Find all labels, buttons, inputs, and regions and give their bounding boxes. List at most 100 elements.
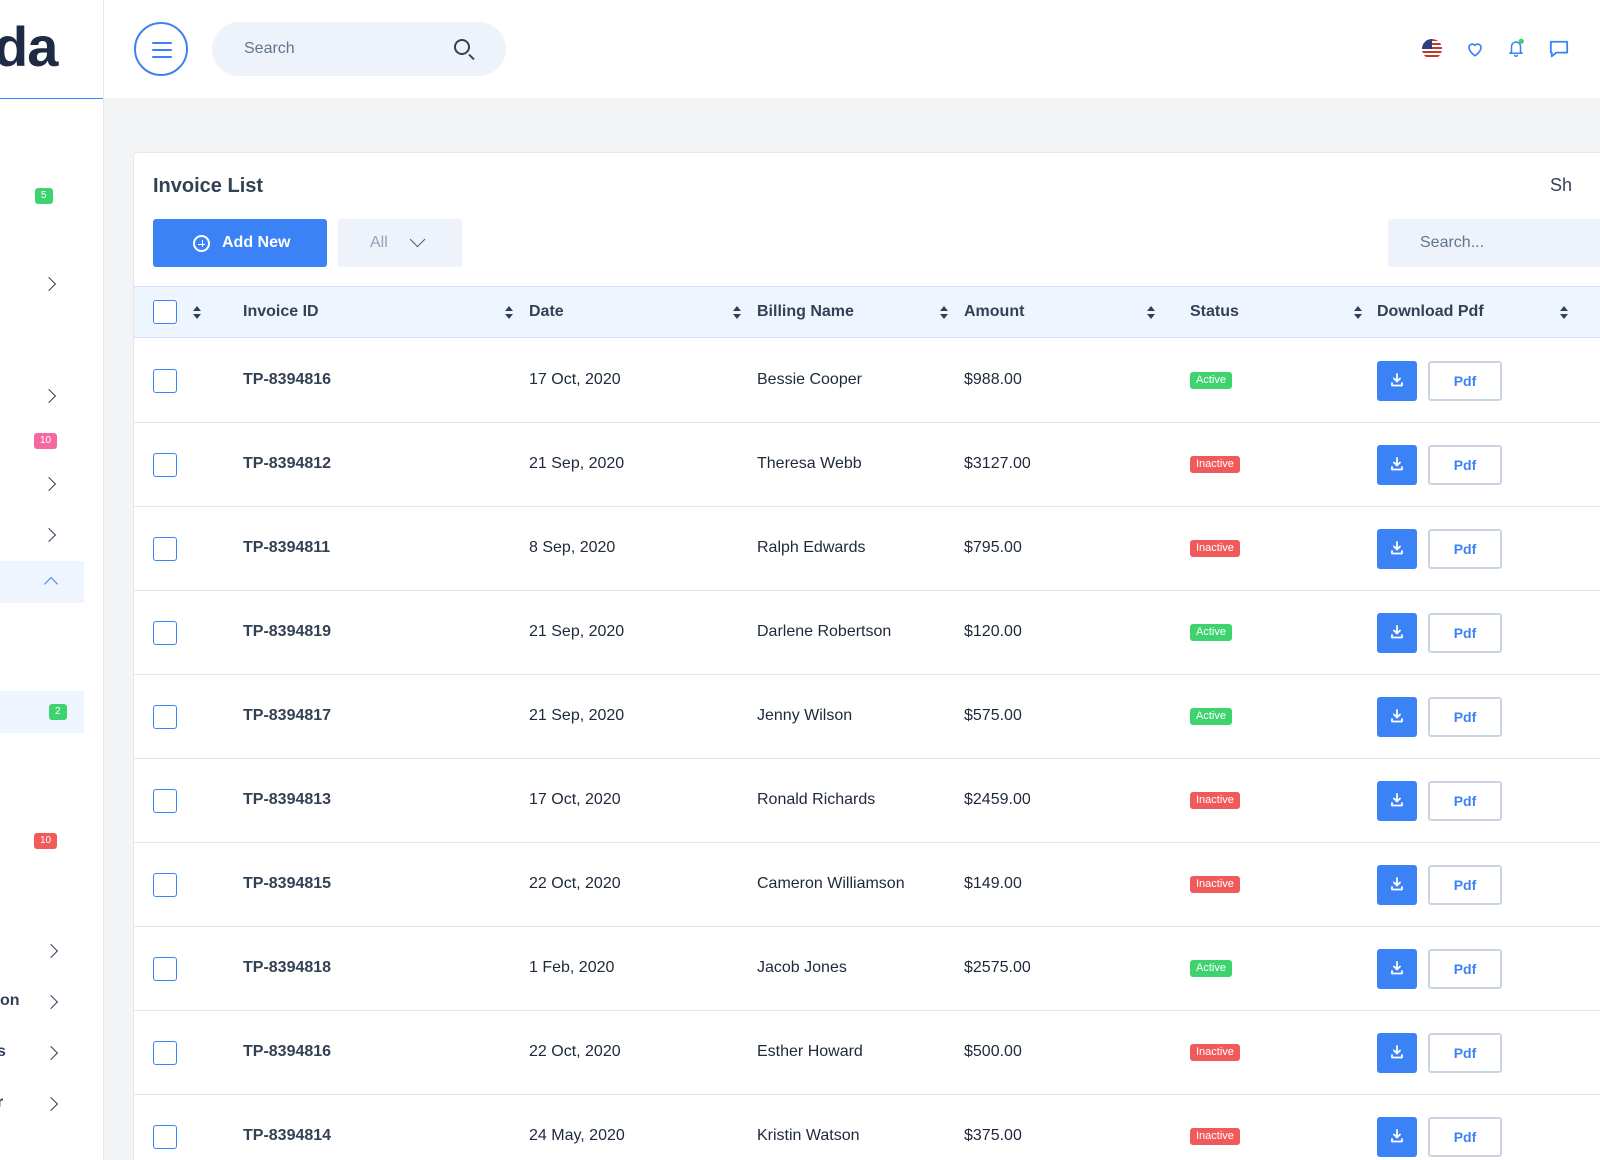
invoice-id[interactable]: TP-8394816 bbox=[243, 371, 332, 388]
row-checkbox[interactable] bbox=[153, 453, 177, 477]
column-header-billing-name[interactable]: Billing Name bbox=[757, 303, 854, 320]
download-button[interactable] bbox=[1377, 613, 1417, 653]
row-checkbox[interactable] bbox=[153, 369, 177, 393]
pdf-button[interactable]: Pdf bbox=[1428, 361, 1502, 401]
invoice-id[interactable]: TP-8394813 bbox=[243, 791, 332, 808]
sort-icon[interactable] bbox=[193, 306, 201, 319]
sidebar-item[interactable] bbox=[0, 263, 84, 305]
chevron-right-icon bbox=[41, 388, 57, 404]
sort-icon[interactable] bbox=[733, 306, 741, 319]
row-checkbox[interactable] bbox=[153, 537, 177, 561]
sidebar: da 5 10 2 10 on s r bbox=[0, 0, 104, 1160]
table-search-input[interactable]: Search... bbox=[1388, 219, 1600, 267]
bell-icon[interactable] bbox=[1507, 38, 1525, 58]
sidebar-item[interactable] bbox=[0, 463, 84, 505]
row-checkbox[interactable] bbox=[153, 705, 177, 729]
download-button[interactable] bbox=[1377, 361, 1417, 401]
row-checkbox[interactable] bbox=[153, 789, 177, 813]
table-row: TP-8394816 17 Oct, 2020 Bessie Cooper $988.… bbox=[134, 339, 1600, 423]
sidebar-item[interactable] bbox=[0, 514, 84, 556]
invoice-date: 22 Oct, 2020 bbox=[529, 1043, 621, 1060]
column-header-download-pdf[interactable]: Download Pdf bbox=[1377, 303, 1484, 320]
invoice-id[interactable]: TP-8394816 bbox=[243, 1043, 332, 1060]
row-checkbox[interactable] bbox=[153, 621, 177, 645]
sidebar-item[interactable]: r bbox=[0, 1083, 84, 1125]
global-search-input[interactable]: Search bbox=[212, 22, 506, 76]
invoice-amount: $988.00 bbox=[964, 371, 1022, 388]
invoice-id[interactable]: TP-8394817 bbox=[243, 707, 332, 724]
table-header: Invoice ID Date Billing Name Amount Stat… bbox=[134, 286, 1600, 338]
us-flag-icon[interactable] bbox=[1422, 39, 1442, 59]
status-filter-select[interactable]: All bbox=[338, 219, 462, 267]
invoice-date: 21 Sep, 2020 bbox=[529, 623, 625, 640]
sidebar-item[interactable] bbox=[0, 375, 84, 417]
brand-logo[interactable]: da bbox=[0, 15, 58, 78]
status-badge: Inactive bbox=[1190, 792, 1240, 809]
download-button[interactable] bbox=[1377, 529, 1417, 569]
sidebar-item-label: r bbox=[0, 1094, 3, 1112]
pdf-button[interactable]: Pdf bbox=[1428, 697, 1502, 737]
chevron-right-icon bbox=[43, 1096, 59, 1112]
download-button[interactable] bbox=[1377, 445, 1417, 485]
row-checkbox[interactable] bbox=[153, 1041, 177, 1065]
chat-icon[interactable] bbox=[1548, 39, 1570, 59]
column-header-status[interactable]: Status bbox=[1190, 303, 1239, 320]
download-button[interactable] bbox=[1377, 865, 1417, 905]
table-row: TP-8394813 17 Oct, 2020 Ronald Richards $24… bbox=[134, 759, 1600, 843]
card-title: Invoice List bbox=[153, 175, 264, 197]
download-button[interactable] bbox=[1377, 949, 1417, 989]
chevron-right-icon bbox=[41, 476, 57, 492]
column-header-invoice-id[interactable]: Invoice ID bbox=[243, 303, 319, 320]
heart-icon[interactable] bbox=[1466, 40, 1484, 58]
invoice-id[interactable]: TP-8394818 bbox=[243, 959, 332, 976]
pdf-button[interactable]: Pdf bbox=[1428, 529, 1502, 569]
invoice-id[interactable]: TP-8394819 bbox=[243, 623, 332, 640]
topbar: Search bbox=[104, 0, 1600, 98]
download-button[interactable] bbox=[1377, 781, 1417, 821]
download-button[interactable] bbox=[1377, 1117, 1417, 1157]
select-all-checkbox[interactable] bbox=[153, 300, 177, 324]
pdf-button[interactable]: Pdf bbox=[1428, 865, 1502, 905]
menu-toggle-button[interactable] bbox=[134, 22, 188, 76]
sidebar-item[interactable]: s bbox=[0, 1032, 84, 1074]
sort-icon[interactable] bbox=[505, 306, 513, 319]
card-header-label[interactable]: Sh bbox=[1550, 175, 1573, 195]
row-checkbox[interactable] bbox=[153, 957, 177, 981]
billing-name: Kristin Watson bbox=[757, 1127, 860, 1144]
invoice-id[interactable]: TP-8394814 bbox=[243, 1127, 332, 1144]
sort-icon[interactable] bbox=[1354, 306, 1362, 319]
column-header-date[interactable]: Date bbox=[529, 303, 564, 320]
row-checkbox[interactable] bbox=[153, 1125, 177, 1149]
sort-icon[interactable] bbox=[1147, 306, 1155, 319]
pdf-button[interactable]: Pdf bbox=[1428, 949, 1502, 989]
invoice-amount: $120.00 bbox=[964, 623, 1022, 640]
pdf-button[interactable]: Pdf bbox=[1428, 445, 1502, 485]
invoice-date: 8 Sep, 2020 bbox=[529, 539, 616, 556]
pdf-button[interactable]: Pdf bbox=[1428, 1117, 1502, 1157]
pdf-button[interactable]: Pdf bbox=[1428, 1033, 1502, 1073]
download-button[interactable] bbox=[1377, 697, 1417, 737]
invoice-id[interactable]: TP-8394811 bbox=[243, 539, 331, 556]
search-icon[interactable] bbox=[454, 39, 470, 55]
add-new-button[interactable]: Add New bbox=[153, 219, 327, 267]
invoice-id[interactable]: TP-8394815 bbox=[243, 875, 332, 892]
sort-icon[interactable] bbox=[1560, 306, 1568, 319]
sort-icon[interactable] bbox=[940, 306, 948, 319]
billing-name: Ralph Edwards bbox=[757, 539, 866, 556]
invoice-id[interactable]: TP-8394812 bbox=[243, 455, 332, 472]
column-header-amount[interactable]: Amount bbox=[964, 303, 1025, 320]
download-icon bbox=[1391, 1045, 1403, 1059]
sidebar-subitem-active[interactable]: 2 bbox=[0, 691, 84, 733]
table-row: TP-8394817 21 Sep, 2020 Jenny Wilson $575.0… bbox=[134, 675, 1600, 759]
hamburger-icon-line bbox=[152, 49, 172, 51]
pdf-button[interactable]: Pdf bbox=[1428, 781, 1502, 821]
row-checkbox[interactable] bbox=[153, 873, 177, 897]
sidebar-item[interactable] bbox=[0, 930, 84, 972]
billing-name: Cameron Williamson bbox=[757, 875, 905, 892]
invoice-amount: $375.00 bbox=[964, 1127, 1022, 1144]
sidebar-item[interactable]: on bbox=[0, 981, 84, 1023]
pdf-button[interactable]: Pdf bbox=[1428, 613, 1502, 653]
sidebar-item-expanded[interactable] bbox=[0, 561, 84, 603]
download-button[interactable] bbox=[1377, 1033, 1417, 1073]
chevron-right-icon bbox=[43, 1045, 59, 1061]
